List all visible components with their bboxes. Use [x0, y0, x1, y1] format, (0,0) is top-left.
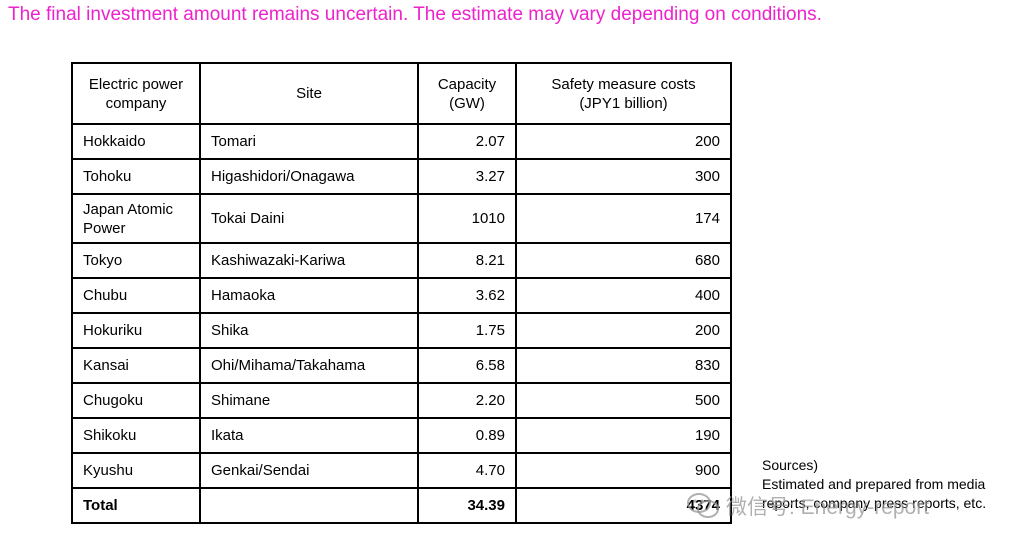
cost-cell: 500: [515, 382, 732, 419]
table-row: Tokyo Kashiwazaki-Kariwa 8.21 680: [71, 242, 732, 279]
capacity-cell: 1.75: [417, 312, 517, 349]
note-text: The final investment amount remains unce…: [8, 4, 822, 25]
watermark: 微信号: Energy-report: [686, 491, 929, 521]
site-cell: Tomari: [199, 123, 419, 160]
table-row: Hokuriku Shika 1.75 200: [71, 312, 732, 349]
company-cell: Kyushu: [71, 452, 201, 489]
capacity-cell: 4.70: [417, 452, 517, 489]
company-cell: Chubu: [71, 277, 201, 314]
company-cell: Shikoku: [71, 417, 201, 454]
total-label: Total: [71, 487, 201, 524]
table-row: Hokkaido Tomari 2.07 200: [71, 123, 732, 160]
wechat-icon: [687, 493, 719, 518]
site-cell: Genkai/Sendai: [199, 452, 419, 489]
capacity-cell: 3.27: [417, 158, 517, 195]
company-cell: Hokkaido: [71, 123, 201, 160]
total-capacity: 34.39: [417, 487, 517, 524]
capacity-cell: 0.89: [417, 417, 517, 454]
safety-cost-table: Electric power company Site Capacity (GW) …: [71, 62, 732, 524]
site-cell: Ohi/Mihama/Takahama: [199, 347, 419, 384]
table-row: Chubu Hamaoka 3.62 400: [71, 277, 732, 314]
watermark-text: 微信号: Energy-report: [726, 496, 930, 519]
header-company: Electric power company: [71, 62, 201, 125]
sources-line: Estimated and prepared from media: [762, 476, 986, 492]
capacity-cell: 2.20: [417, 382, 517, 419]
site-cell: Tokai Daini: [199, 193, 419, 244]
capacity-cell: 8.21: [417, 242, 517, 279]
site-cell: Hamaoka: [199, 277, 419, 314]
cost-cell: 900: [515, 452, 732, 489]
cost-cell: 830: [515, 347, 732, 384]
cost-cell: 300: [515, 158, 732, 195]
company-cell: Hokuriku: [71, 312, 201, 349]
site-cell: Ikata: [199, 417, 419, 454]
company-cell: Chugoku: [71, 382, 201, 419]
cost-cell: 400: [515, 277, 732, 314]
capacity-cell: 6.58: [417, 347, 517, 384]
header-cost: Safety measure costs (JPY1 billion): [515, 62, 732, 125]
site-cell: Shimane: [199, 382, 419, 419]
table-row: Kyushu Genkai/Sendai 4.70 900: [71, 452, 732, 489]
company-cell: Tohoku: [71, 158, 201, 195]
total-site-cell: [199, 487, 419, 524]
sources-label: Sources): [762, 457, 819, 473]
table-row: Japan Atomic Power Tokai Daini 1010 174: [71, 193, 732, 244]
header-capacity: Capacity (GW): [417, 62, 517, 125]
header-site: Site: [199, 62, 419, 125]
company-cell: Japan Atomic Power: [71, 193, 201, 244]
capacity-cell: 2.07: [417, 123, 517, 160]
total-row: Total 34.39 4374: [71, 487, 732, 524]
company-cell: Tokyo: [71, 242, 201, 279]
sources-line: reports, company press reports, etc.: [762, 495, 987, 511]
company-cell: Kansai: [71, 347, 201, 384]
capacity-cell: 3.62: [417, 277, 517, 314]
capacity-cell: 1010: [417, 193, 517, 244]
table-row: Shikoku Ikata 0.89 190: [71, 417, 732, 454]
table-row: Kansai Ohi/Mihama/Takahama 6.58 830: [71, 347, 732, 384]
cost-cell: 190: [515, 417, 732, 454]
cost-cell: 174: [515, 193, 732, 244]
site-cell: Higashidori/Onagawa: [199, 158, 419, 195]
site-cell: Kashiwazaki-Kariwa: [199, 242, 419, 279]
table-row: Chugoku Shimane 2.20 500: [71, 382, 732, 419]
sources-note: Sources) Estimated and prepared from med…: [762, 456, 986, 513]
table-header-row: Electric power company Site Capacity (GW) …: [71, 62, 732, 125]
site-cell: Shika: [199, 312, 419, 349]
table-row: Tohoku Higashidori/Onagawa 3.27 300: [71, 158, 732, 195]
cost-cell: 200: [515, 123, 732, 160]
cost-cell: 200: [515, 312, 732, 349]
cost-cell: 680: [515, 242, 732, 279]
